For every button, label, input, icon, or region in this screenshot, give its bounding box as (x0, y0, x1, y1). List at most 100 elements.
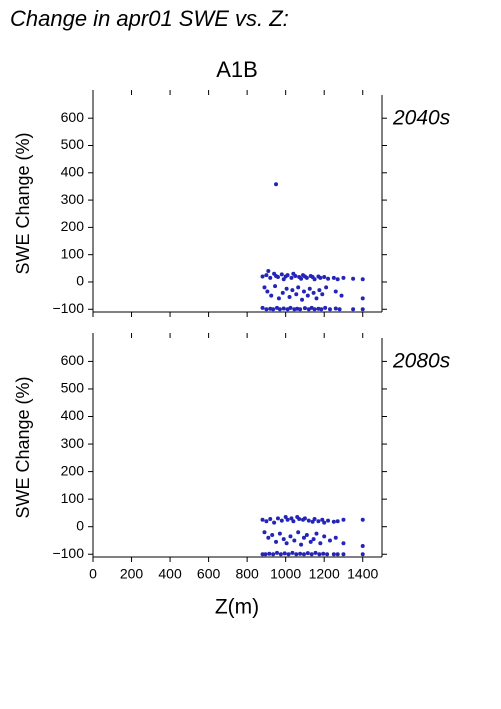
point (337, 307, 342, 312)
y-tick-label: 0 (76, 517, 84, 533)
point (278, 552, 283, 557)
point (300, 297, 305, 302)
point (360, 277, 365, 282)
point (304, 275, 309, 280)
x-tick-label: 200 (120, 566, 144, 582)
point (313, 550, 318, 555)
point (260, 305, 265, 310)
point (279, 518, 284, 523)
panel-label: 2040s (392, 107, 451, 130)
point (323, 305, 328, 310)
point (322, 520, 327, 525)
point (286, 552, 291, 557)
point (279, 272, 284, 277)
point (274, 182, 279, 187)
x-tick-label: 400 (158, 566, 182, 582)
point (331, 275, 336, 280)
point (301, 289, 306, 294)
y-tick-label: 300 (61, 191, 85, 207)
point (271, 307, 276, 312)
point (317, 288, 322, 293)
point (317, 552, 322, 557)
point (284, 541, 289, 546)
point (272, 520, 277, 525)
y-tick-label: 400 (61, 163, 85, 179)
point (285, 517, 290, 522)
point (292, 538, 297, 543)
point (341, 552, 346, 557)
point (284, 286, 289, 291)
point (309, 552, 314, 557)
x-tick-label: 600 (197, 566, 221, 582)
point (296, 285, 301, 290)
point (335, 552, 340, 557)
point (302, 516, 307, 521)
point (301, 535, 306, 540)
point (333, 306, 338, 311)
y-tick-label: 600 (61, 109, 85, 125)
point (290, 288, 295, 293)
y-tick-label: 100 (61, 245, 85, 261)
point (277, 307, 282, 312)
y-tick-label: 300 (61, 435, 85, 451)
point (288, 305, 293, 310)
point (326, 276, 331, 281)
point (341, 517, 346, 522)
point (351, 276, 356, 281)
point (322, 275, 327, 280)
point (264, 307, 269, 312)
point (341, 541, 346, 546)
point (260, 517, 265, 522)
point (281, 306, 286, 311)
point (320, 292, 325, 297)
point (299, 542, 304, 547)
point (322, 534, 327, 539)
point (327, 307, 332, 312)
point (331, 552, 336, 557)
point (262, 530, 267, 535)
point (265, 289, 270, 294)
point (271, 552, 276, 557)
point (325, 552, 330, 557)
point (274, 550, 279, 555)
point (314, 531, 319, 536)
point (275, 275, 280, 280)
y-axis-label: SWE Change (%) (13, 376, 33, 518)
point (298, 307, 303, 312)
point (306, 518, 311, 523)
point (268, 516, 273, 521)
point (312, 277, 317, 282)
x-tick-label: 1000 (270, 566, 301, 582)
y-tick-label: 500 (61, 380, 85, 396)
point (341, 275, 346, 280)
point (260, 274, 265, 279)
y-tick-label: 200 (61, 218, 85, 234)
y-tick-label: 200 (61, 462, 85, 478)
point (360, 517, 365, 522)
point (301, 552, 306, 557)
point (314, 296, 319, 301)
panel-label: 2080s (392, 350, 451, 373)
point (264, 519, 269, 524)
point (290, 550, 295, 555)
point (296, 530, 301, 535)
point (285, 273, 290, 278)
point (333, 535, 338, 540)
point (324, 285, 329, 290)
point (287, 294, 292, 299)
point (262, 285, 267, 290)
point (321, 551, 326, 556)
point (299, 276, 304, 281)
point (280, 290, 285, 295)
x-axis-label: Z(m) (215, 596, 259, 619)
point (294, 292, 299, 297)
point (326, 518, 331, 523)
point (274, 539, 279, 544)
point (305, 551, 310, 556)
point (304, 532, 309, 537)
chart-subtitle: A1B (216, 57, 258, 82)
point (267, 551, 272, 556)
point (312, 516, 317, 521)
point (327, 538, 332, 543)
